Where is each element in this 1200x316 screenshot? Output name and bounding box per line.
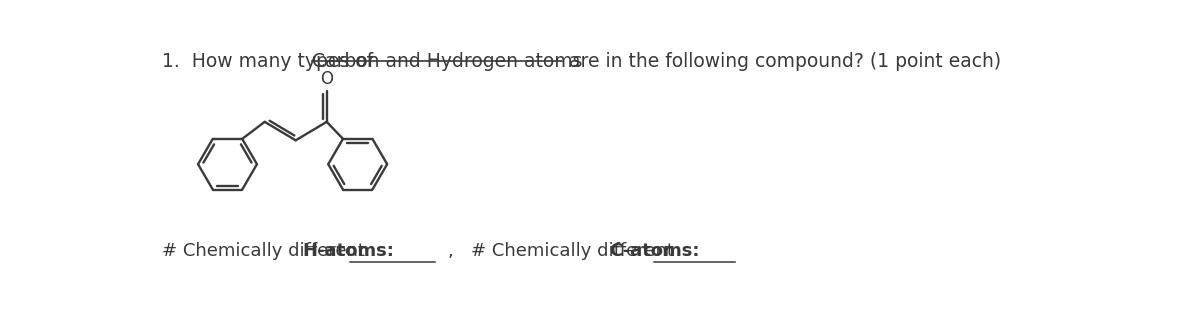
Text: Carbon and Hydrogen atoms: Carbon and Hydrogen atoms [312,52,582,71]
Text: H-atoms:: H-atoms: [302,242,395,260]
Text: O: O [320,70,334,88]
Text: # Chemically different: # Chemically different [162,242,371,260]
Text: ,   # Chemically different: , # Chemically different [449,242,680,260]
Text: are in the following compound? (1 point each): are in the following compound? (1 point … [563,52,1001,71]
Text: 1.  How many types of: 1. How many types of [162,52,379,71]
Text: C-atoms:: C-atoms: [608,242,700,260]
